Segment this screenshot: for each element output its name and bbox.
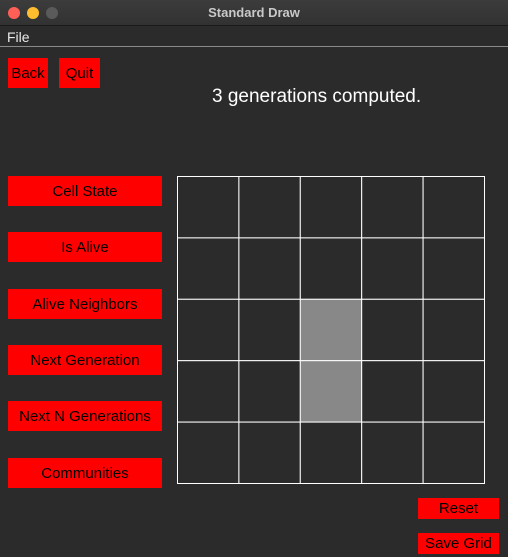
dead-cell[interactable] <box>361 176 424 239</box>
dead-cell[interactable] <box>422 176 485 239</box>
dead-cell[interactable] <box>299 176 363 239</box>
alive-cell[interactable] <box>299 360 363 423</box>
menu-bar: File <box>0 27 508 47</box>
dead-cell[interactable] <box>422 237 485 300</box>
save-grid-button[interactable]: Save Grid <box>418 533 499 554</box>
minimize-window-icon[interactable] <box>27 7 39 19</box>
window-title: Standard Draw <box>208 5 300 20</box>
quit-button[interactable]: Quit <box>59 58 100 88</box>
dead-cell[interactable] <box>177 360 240 423</box>
cell-grid[interactable] <box>177 176 485 484</box>
dead-cell[interactable] <box>177 237 240 300</box>
dead-cell[interactable] <box>422 421 485 484</box>
dead-cell[interactable] <box>177 176 240 239</box>
dead-cell[interactable] <box>177 421 240 484</box>
next-n-generations-button[interactable]: Next N Generations <box>8 401 162 431</box>
menu-file[interactable]: File <box>7 29 30 45</box>
close-window-icon[interactable] <box>8 7 20 19</box>
dead-cell[interactable] <box>299 237 363 300</box>
dead-cell[interactable] <box>422 298 485 362</box>
dead-cell[interactable] <box>238 421 301 484</box>
next-generation-button[interactable]: Next Generation <box>8 345 162 375</box>
cell-state-button[interactable]: Cell State <box>8 176 162 206</box>
reset-button[interactable]: Reset <box>418 498 499 519</box>
status-message: 3 generations computed. <box>212 86 422 107</box>
dead-cell[interactable] <box>361 421 424 484</box>
dead-cell[interactable] <box>238 360 301 423</box>
dead-cell[interactable] <box>422 360 485 423</box>
dead-cell[interactable] <box>361 360 424 423</box>
maximize-window-icon[interactable] <box>46 7 58 19</box>
dead-cell[interactable] <box>177 298 240 362</box>
alive-neighbors-button[interactable]: Alive Neighbors <box>8 289 162 319</box>
is-alive-button[interactable]: Is Alive <box>8 232 162 262</box>
title-bar: Standard Draw <box>0 0 508 26</box>
alive-cell[interactable] <box>299 298 363 362</box>
cell-grid-canvas[interactable] <box>177 176 485 484</box>
communities-button[interactable]: Communities <box>8 458 162 488</box>
dead-cell[interactable] <box>238 237 301 300</box>
dead-cell[interactable] <box>299 421 363 484</box>
back-button[interactable]: Back <box>8 58 48 88</box>
dead-cell[interactable] <box>361 237 424 300</box>
dead-cell[interactable] <box>238 298 301 362</box>
dead-cell[interactable] <box>238 176 301 239</box>
dead-cell[interactable] <box>361 298 424 362</box>
